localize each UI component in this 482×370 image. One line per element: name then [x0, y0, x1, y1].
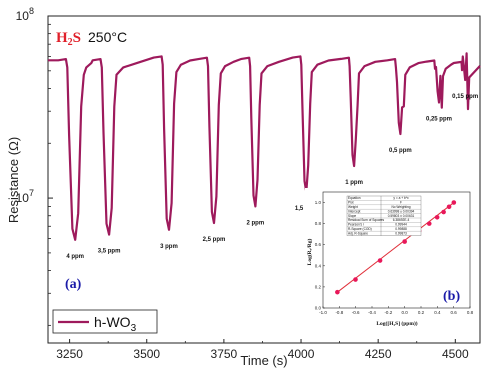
- x-tick-label: 3500: [133, 347, 160, 361]
- inset-x-tick-label: -1.0: [319, 310, 327, 315]
- pulse-label: 3 ppm: [160, 244, 178, 250]
- calibration-inset: -1.0 -0.8 -0.6 -0.4 -0.2 0.0 0.2 0.4 0.6 0.8 0.0 0.…: [305, 188, 475, 338]
- inset-x-tick-label: -0.4: [368, 310, 376, 315]
- fit-table-value: 0.99873: [395, 231, 407, 235]
- inset-x-tick-label: 0.4: [434, 310, 441, 315]
- inset-point: [446, 204, 452, 210]
- pulse-label: 1 ppm: [345, 180, 363, 186]
- panel-tag-b: (b): [443, 289, 460, 304]
- pulse-label: 2 ppm: [247, 220, 265, 226]
- pulse-label: 3,5 ppm: [98, 249, 121, 255]
- inset-x-tick-label: 0.2: [418, 310, 425, 315]
- fit-table-value: 6.38692E-4: [393, 218, 410, 222]
- fit-table-value: 0.59803 ± 0.00631: [388, 214, 415, 218]
- fit-table-value: 0.99888: [395, 227, 407, 231]
- legend-box: [52, 309, 158, 334]
- y-axis-label: Resistance (Ω): [6, 137, 21, 223]
- fit-table-key: Residual Sum of Squares: [348, 218, 385, 222]
- x-tick-label: 3250: [56, 347, 83, 361]
- gas-label: H2S: [56, 30, 81, 48]
- fit-table-key: R-Square (COD): [348, 227, 372, 231]
- inset-point: [377, 258, 383, 263]
- inset-point: [353, 277, 358, 282]
- inset-point: [451, 200, 457, 205]
- fit-table-key: Plot: [348, 201, 354, 205]
- inset-frame: [322, 191, 471, 309]
- fit-table-value: 0.63998 ± 0.00394: [388, 209, 415, 213]
- fit-table-value: F: [400, 201, 402, 205]
- inset-x-tick-label: 0.0: [402, 310, 409, 315]
- inset-y-label: Log(Rₐ/Rg): [306, 239, 313, 266]
- x-tick-label: 4000: [288, 347, 315, 361]
- inset-x-tick-label: -0.2: [384, 310, 392, 315]
- inset-y-tick-label: 0.8: [315, 221, 322, 226]
- y-tick-label: 108: [16, 6, 34, 23]
- plot-frame: [47, 15, 481, 344]
- panel-tag-a: (a): [65, 277, 82, 292]
- fit-table-frame: [346, 195, 422, 236]
- y-tick-label: 107: [16, 188, 34, 205]
- temperature-label: 250°C: [88, 29, 127, 45]
- fit-table-key: Weight: [348, 205, 358, 209]
- fit-table-value: 0.99944: [395, 223, 407, 227]
- pulse-label: 4 ppm: [66, 254, 84, 260]
- x-tick-label: 3750: [211, 347, 238, 361]
- inset-point: [335, 289, 340, 295]
- fit-table-key: Adj. R-Square: [348, 231, 368, 235]
- legend: h-WO3: [52, 309, 158, 334]
- y-axis-ticks: 107 108: [16, 6, 53, 326]
- fit-table-key: Slope: [348, 214, 356, 218]
- inset-y-tick-label: 0.0: [315, 306, 322, 311]
- inset-x-tick-label: 0.6: [451, 310, 458, 315]
- inset-y-tick-label: 0.4: [315, 263, 322, 268]
- x-axis-label: Time (s): [240, 353, 287, 368]
- pulse-label: 2,5 ppm: [203, 237, 226, 243]
- fit-table-key: Intercept: [348, 209, 361, 213]
- pulse-label: 0,5 ppm: [389, 148, 412, 154]
- fit-table-key: Equation: [348, 196, 361, 200]
- inset-ticks: -1.0 -0.8 -0.6 -0.4 -0.2 0.0 0.2 0.4 0.6 0.8 0.0 0.…: [315, 200, 474, 315]
- inset-y-tick-label: 0.2: [315, 284, 322, 289]
- inset-y-tick-label: 1.0: [315, 200, 322, 205]
- x-tick-label: 4500: [442, 347, 469, 361]
- inset-y-tick-label: 0.6: [315, 242, 322, 247]
- fit-table-value: y = a + b*x: [393, 196, 409, 200]
- series-line-h-wo3: [48, 52, 481, 241]
- legend-label: h-WO3: [94, 314, 137, 334]
- pulse-label: 0,15 ppm: [452, 94, 478, 100]
- inset-x-tick-label: 0.8: [467, 310, 474, 315]
- x-axis-ticks: 3250 3500 3750 4000 4250 4500: [56, 339, 469, 361]
- inset-point: [434, 215, 440, 220]
- inset-point: [402, 239, 407, 244]
- inset-x-tick-label: -0.8: [335, 310, 343, 315]
- x-tick-label: 4250: [365, 347, 392, 361]
- inset-point: [441, 209, 446, 215]
- inset-x-tick-label: -0.6: [352, 310, 360, 315]
- fit-table-value: No Weighting: [391, 205, 410, 209]
- fit-line: [337, 202, 455, 293]
- fit-table-key: Pearson's r: [348, 223, 365, 227]
- inset-point: [426, 221, 432, 226]
- inset-x-label: Log([H₂S] (ppm)): [376, 320, 417, 327]
- fit-table: Equation y = a + b*x Plot F Weight No Weighti…: [346, 195, 422, 236]
- pulse-label: 0,25 ppm: [426, 116, 452, 122]
